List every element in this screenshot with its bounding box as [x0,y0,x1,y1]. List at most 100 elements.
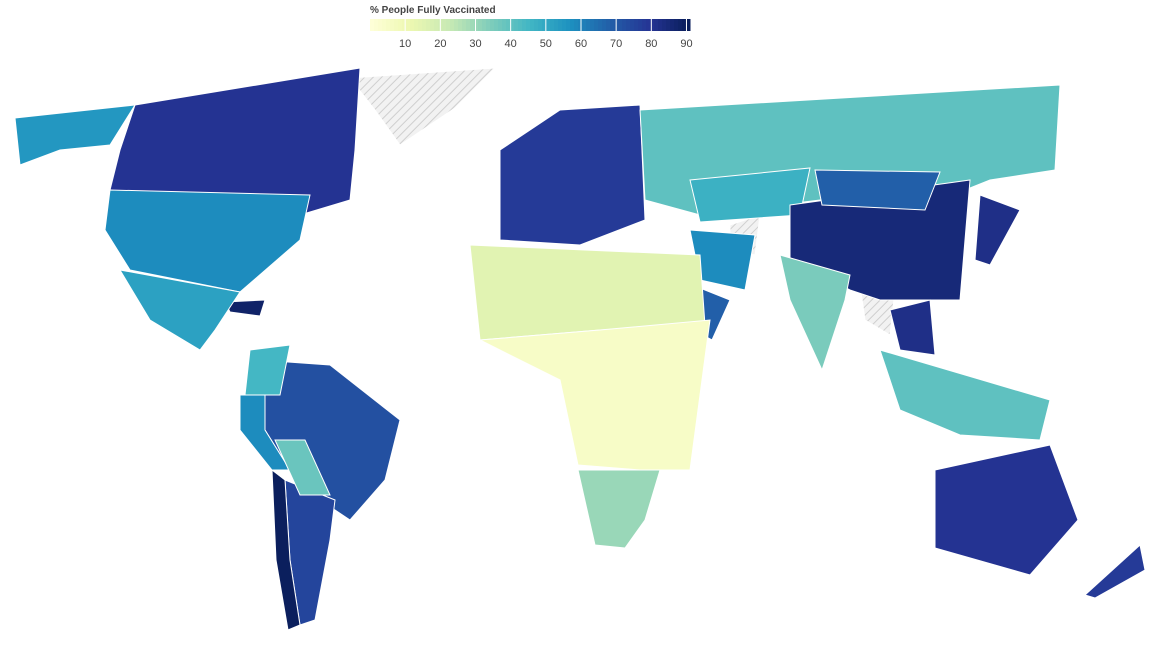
country-region [14,104,136,166]
legend-swatch [430,19,435,31]
legend-swatch [558,19,563,31]
country-region [478,319,711,471]
legend-swatch [410,19,415,31]
legend-swatch [626,19,631,31]
legend-swatch [526,19,531,31]
legend-tick-label: 60 [575,38,587,50]
legend-tick-label: 50 [540,38,552,50]
legend-swatch [502,19,507,31]
legend-swatch [678,19,683,31]
legend-tick-label: 10 [399,38,411,50]
legend-swatch [534,19,539,31]
legend-swatch [426,19,431,31]
legend-swatch [478,19,483,31]
no-data-region [349,67,497,146]
legend-swatch [378,19,383,31]
legend-tick-label: 70 [610,38,622,50]
legend-swatch [546,19,551,31]
legend-swatch [466,19,471,31]
legend-swatch [470,19,475,31]
legend-tick-label: 40 [505,38,517,50]
country-region [244,344,291,396]
legend-swatch [386,19,391,31]
legend-swatch [562,19,567,31]
legend-swatch [406,19,411,31]
legend-swatch [422,19,427,31]
legend-swatch [394,19,399,31]
legend-swatch [522,19,527,31]
legend-swatch [654,19,659,31]
country-region [274,439,331,496]
legend-swatch [434,19,439,31]
legend-swatch [550,19,555,31]
legend-swatch [674,19,679,31]
legend-swatch [646,19,651,31]
legend-swatch [570,19,575,31]
regions [14,67,1146,631]
legend-swatch [454,19,459,31]
legend-swatch [538,19,543,31]
legend-swatch [658,19,663,31]
country-region [974,194,1021,266]
legend-swatch [462,19,467,31]
country-region [1084,544,1146,599]
legend-swatch [542,19,547,31]
legend-swatch [582,19,587,31]
legend-swatch [482,19,487,31]
legend-swatch [450,19,455,31]
legend-swatch [418,19,423,31]
legend-swatch [458,19,463,31]
legend: % People Fully Vaccinated 10 20 30 40 50 60 70… [370,5,693,50]
legend-swatch [630,19,635,31]
legend-tick-label: 90 [680,38,692,50]
legend-swatch [382,19,387,31]
legend-swatch [490,19,495,31]
country-region [889,299,936,356]
legend-swatch [662,19,667,31]
legend-swatch [398,19,403,31]
legend-swatch [374,19,379,31]
legend-swatch [598,19,603,31]
legend-swatch [634,19,639,31]
legend-swatch [506,19,511,31]
legend-swatch [618,19,623,31]
legend-swatch [494,19,499,31]
legend-swatch [370,19,375,31]
legend-swatch [686,19,691,31]
legend-swatch [514,19,519,31]
legend-swatch [586,19,591,31]
legend-swatch [682,19,687,31]
legend-swatch [574,19,579,31]
legend-swatch [390,19,395,31]
legend-swatch [590,19,595,31]
legend-tick-label: 20 [434,38,446,50]
legend-swatch [638,19,643,31]
legend-swatch [594,19,599,31]
legend-swatch [578,19,583,31]
legend-swatch [602,19,607,31]
legend-swatch [442,19,447,31]
legend-swatch [554,19,559,31]
legend-swatch [610,19,615,31]
country-region [779,254,851,372]
legend-title: % People Fully Vaccinated [370,5,496,16]
legend-swatch [486,19,491,31]
legend-swatch [510,19,515,31]
legend-swatch [666,19,671,31]
legend-swatch [446,19,451,31]
country-region [499,104,646,246]
legend-swatch [530,19,535,31]
country-region [934,444,1079,576]
country-region [577,469,661,549]
country-region [814,169,941,211]
country-region [119,269,241,351]
legend-swatch [474,19,479,31]
legend-swatch [670,19,675,31]
legend-swatch [566,19,571,31]
legend-swatch [622,19,627,31]
legend-swatch [414,19,419,31]
legend-swatch [402,19,407,31]
legend-tick-label: 80 [645,38,657,50]
